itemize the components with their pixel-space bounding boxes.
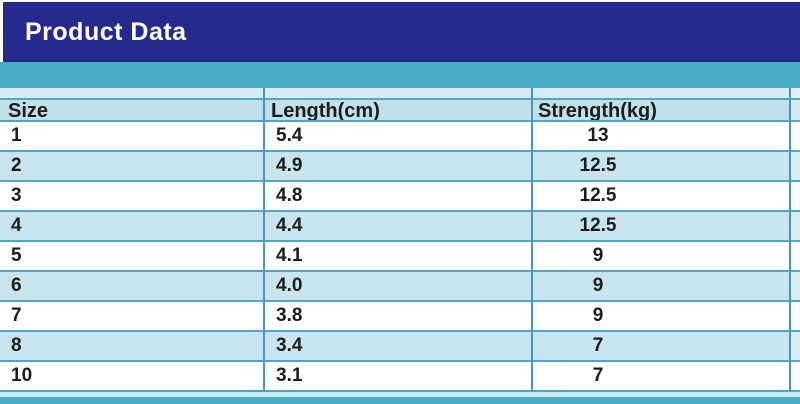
- table-row: 2 4.9 12.5: [0, 152, 800, 182]
- size-cell: 7: [0, 302, 265, 332]
- strength-cell: 9: [533, 272, 791, 302]
- table-edge-cell: [791, 302, 800, 332]
- size-cell: 10: [0, 362, 265, 392]
- table-edge-cell: [791, 242, 800, 272]
- size-cell: 8: [0, 332, 265, 362]
- page-title: Product Data: [25, 17, 187, 46]
- table-row: 6 4.0 9: [0, 272, 800, 302]
- table-row: 5 4.1 9: [0, 242, 800, 272]
- table-edge-cell: [791, 182, 800, 212]
- length-cell: 3.4: [265, 332, 533, 362]
- size-cell: 5: [0, 242, 265, 272]
- table-row: 3 4.8 12.5: [0, 182, 800, 212]
- length-cell: 4.8: [265, 182, 533, 212]
- table-row: 7 3.8 9: [0, 302, 800, 332]
- table-header-row: Size Length(cm) Strength(kg): [0, 98, 800, 122]
- size-cell: 2: [0, 152, 265, 182]
- table-row: 4 4.4 12.5: [0, 212, 800, 242]
- teal-divider-band: [0, 62, 800, 88]
- table-row: 10 3.1 7: [0, 362, 800, 392]
- column-header-size: Size: [0, 98, 265, 122]
- length-cell: 3.8: [265, 302, 533, 332]
- table-edge-cell: [791, 272, 800, 302]
- title-banner: Product Data: [3, 2, 800, 62]
- strength-cell: 9: [533, 302, 791, 332]
- column-header-length: Length(cm): [265, 98, 533, 122]
- column-header-strength: Strength(kg): [533, 98, 791, 122]
- strength-cell: 12.5: [533, 152, 791, 182]
- table-edge-cell: [791, 98, 800, 122]
- table-edge-cell: [791, 212, 800, 242]
- strength-cell: 12.5: [533, 182, 791, 212]
- table-row: 8 3.4 7: [0, 332, 800, 362]
- spacer-cell: [791, 88, 800, 98]
- strength-cell: 7: [533, 362, 791, 392]
- strength-cell: 7: [533, 332, 791, 362]
- strength-cell: 9: [533, 242, 791, 272]
- table-row: 1 5.4 13: [0, 122, 800, 152]
- table-top-spacer: [0, 88, 800, 98]
- length-cell: 4.9: [265, 152, 533, 182]
- size-cell: 1: [0, 122, 265, 152]
- length-cell: 4.0: [265, 272, 533, 302]
- length-cell: 4.1: [265, 242, 533, 272]
- table-edge-cell: [791, 122, 800, 152]
- table-bottom-edge: [0, 392, 800, 397]
- spacer-cell: [0, 88, 265, 98]
- strength-cell: 12.5: [533, 212, 791, 242]
- table-edge-cell: [791, 362, 800, 392]
- table-edge-cell: [791, 152, 800, 182]
- length-cell: 3.1: [265, 362, 533, 392]
- bottom-teal-strip: [0, 397, 800, 404]
- table-edge-cell: [791, 332, 800, 362]
- strength-cell: 13: [533, 122, 791, 152]
- length-cell: 4.4: [265, 212, 533, 242]
- spacer-cell: [533, 88, 791, 98]
- spacer-cell: [265, 88, 533, 98]
- length-cell: 5.4: [265, 122, 533, 152]
- size-cell: 3: [0, 182, 265, 212]
- size-cell: 6: [0, 272, 265, 302]
- size-cell: 4: [0, 212, 265, 242]
- product-data-table: Size Length(cm) Strength(kg) 1 5.4 13 2 …: [0, 88, 800, 392]
